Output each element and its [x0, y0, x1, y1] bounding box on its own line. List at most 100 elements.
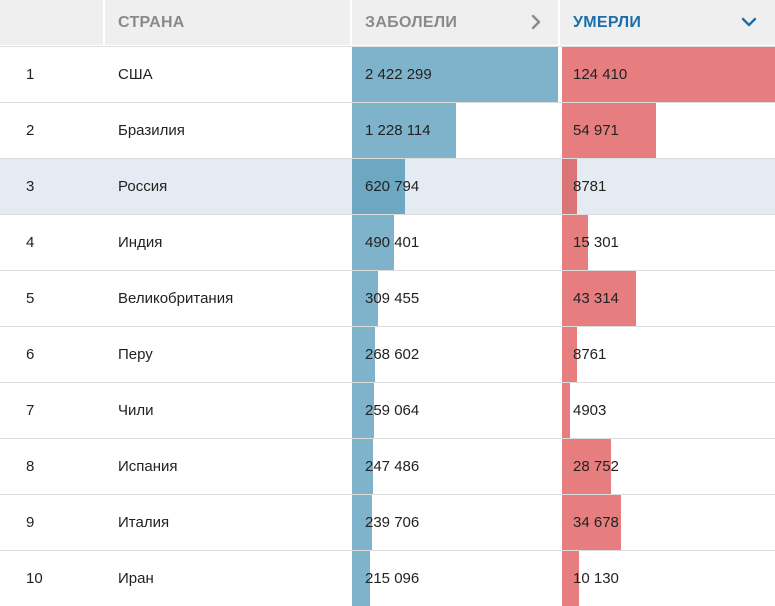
country-cell: Испания [118, 458, 178, 475]
deaths-value: 4903 [573, 402, 607, 419]
cases-value: 1 228 114 [365, 122, 431, 139]
cases-bar [352, 103, 456, 158]
table-row[interactable]: 4 Индия 490 401 15 301 [0, 214, 775, 270]
cases-cell: 1 228 114 [352, 103, 558, 158]
table-row[interactable]: 3 Россия 620 794 8781 [0, 158, 775, 214]
rank-cell: 8 [26, 458, 35, 475]
country-cell: Индия [118, 234, 163, 251]
deaths-value: 34 678 [573, 514, 619, 531]
cases-value: 215 096 [365, 570, 420, 587]
deaths-bar [562, 327, 577, 382]
cases-bar [352, 383, 374, 438]
deaths-value: 15 301 [573, 234, 619, 251]
deaths-cell: 124 410 [562, 47, 775, 102]
header-rank [0, 0, 103, 45]
cases-cell: 215 096 [352, 551, 558, 606]
deaths-cell: 8761 [562, 327, 775, 382]
table-row[interactable]: 8 Испания 247 486 28 752 [0, 438, 775, 494]
cases-bar [352, 327, 375, 382]
country-cell: Италия [118, 514, 170, 531]
header-deaths-sort[interactable]: УМЕРЛИ [560, 0, 775, 45]
cases-cell: 239 706 [352, 495, 558, 550]
chevron-right-icon [531, 14, 541, 30]
rank-cell: 3 [26, 178, 35, 195]
chevron-down-icon [741, 17, 757, 27]
table-row[interactable]: 10 Иран 215 096 10 130 [0, 550, 775, 606]
deaths-value: 8781 [573, 178, 607, 195]
deaths-value: 10 130 [573, 570, 619, 587]
header-cases-sort[interactable]: ЗАБОЛЕЛИ [352, 0, 558, 45]
deaths-cell: 54 971 [562, 103, 775, 158]
deaths-bar [562, 495, 621, 550]
cases-cell: 2 422 299 [352, 47, 558, 102]
deaths-bar [562, 439, 611, 494]
table-row[interactable]: 1 США 2 422 299 124 410 [0, 46, 775, 102]
deaths-value: 54 971 [573, 122, 619, 139]
deaths-cell: 43 314 [562, 271, 775, 326]
rank-cell: 5 [26, 290, 35, 307]
deaths-cell: 34 678 [562, 495, 775, 550]
deaths-cell: 15 301 [562, 215, 775, 270]
rank-cell: 7 [26, 402, 35, 419]
deaths-bar [562, 383, 570, 438]
deaths-bar [562, 551, 579, 606]
cases-bar [352, 215, 394, 270]
country-cell: Чили [118, 402, 154, 419]
deaths-cell: 28 752 [562, 439, 775, 494]
cases-value: 268 602 [365, 346, 420, 363]
cases-value: 2 422 299 [365, 66, 432, 83]
deaths-bar [562, 159, 577, 214]
deaths-bar [562, 103, 656, 158]
deaths-value: 8761 [573, 346, 607, 363]
cases-cell: 490 401 [352, 215, 558, 270]
deaths-cell: 4903 [562, 383, 775, 438]
deaths-value: 43 314 [573, 290, 619, 307]
rank-cell: 10 [26, 570, 43, 587]
country-cell: США [118, 66, 153, 83]
country-cell: Перу [118, 346, 153, 363]
rank-cell: 9 [26, 514, 35, 531]
cases-value: 247 486 [365, 458, 420, 475]
deaths-value: 124 410 [573, 66, 628, 83]
table-row[interactable]: 7 Чили 259 064 4903 [0, 382, 775, 438]
deaths-bar [562, 215, 588, 270]
rank-cell: 4 [26, 234, 35, 251]
deaths-bar [562, 47, 775, 102]
table-row[interactable]: 6 Перу 268 602 8761 [0, 326, 775, 382]
cases-bar [352, 551, 370, 606]
header-country-label: СТРАНА [118, 13, 185, 31]
table-row[interactable]: 9 Италия 239 706 34 678 [0, 494, 775, 550]
cases-cell: 268 602 [352, 327, 558, 382]
header-country[interactable]: СТРАНА [105, 0, 350, 45]
country-cell: Россия [118, 178, 168, 195]
deaths-bar [562, 271, 636, 326]
cases-value: 309 455 [365, 290, 420, 307]
deaths-value: 28 752 [573, 458, 619, 475]
deaths-cell: 10 130 [562, 551, 775, 606]
cases-value: 620 794 [365, 178, 420, 195]
cases-bar [352, 495, 372, 550]
cases-bar [352, 47, 558, 102]
cases-value: 239 706 [365, 514, 420, 531]
deaths-cell: 8781 [562, 159, 775, 214]
cases-bar [352, 439, 373, 494]
table-row[interactable]: 2 Бразилия 1 228 114 54 971 [0, 102, 775, 158]
table-row[interactable]: 5 Великобритания 309 455 43 314 [0, 270, 775, 326]
rank-cell: 1 [26, 66, 35, 83]
cases-value: 259 064 [365, 402, 420, 419]
header-cases-label: ЗАБОЛЕЛИ [365, 13, 458, 31]
rank-cell: 2 [26, 122, 35, 139]
country-cell: Великобритания [118, 290, 234, 307]
header-deaths-label: УМЕРЛИ [573, 13, 642, 31]
cases-value: 490 401 [365, 234, 420, 251]
country-cell: Иран [118, 570, 154, 587]
rank-cell: 6 [26, 346, 35, 363]
cases-bar [352, 271, 378, 326]
cases-cell: 247 486 [352, 439, 558, 494]
cases-cell: 620 794 [352, 159, 558, 214]
cases-bar [352, 159, 405, 214]
table-header: СТРАНА ЗАБОЛЕЛИ УМЕРЛИ [0, 0, 775, 45]
country-cell: Бразилия [118, 122, 185, 139]
cases-cell: 259 064 [352, 383, 558, 438]
